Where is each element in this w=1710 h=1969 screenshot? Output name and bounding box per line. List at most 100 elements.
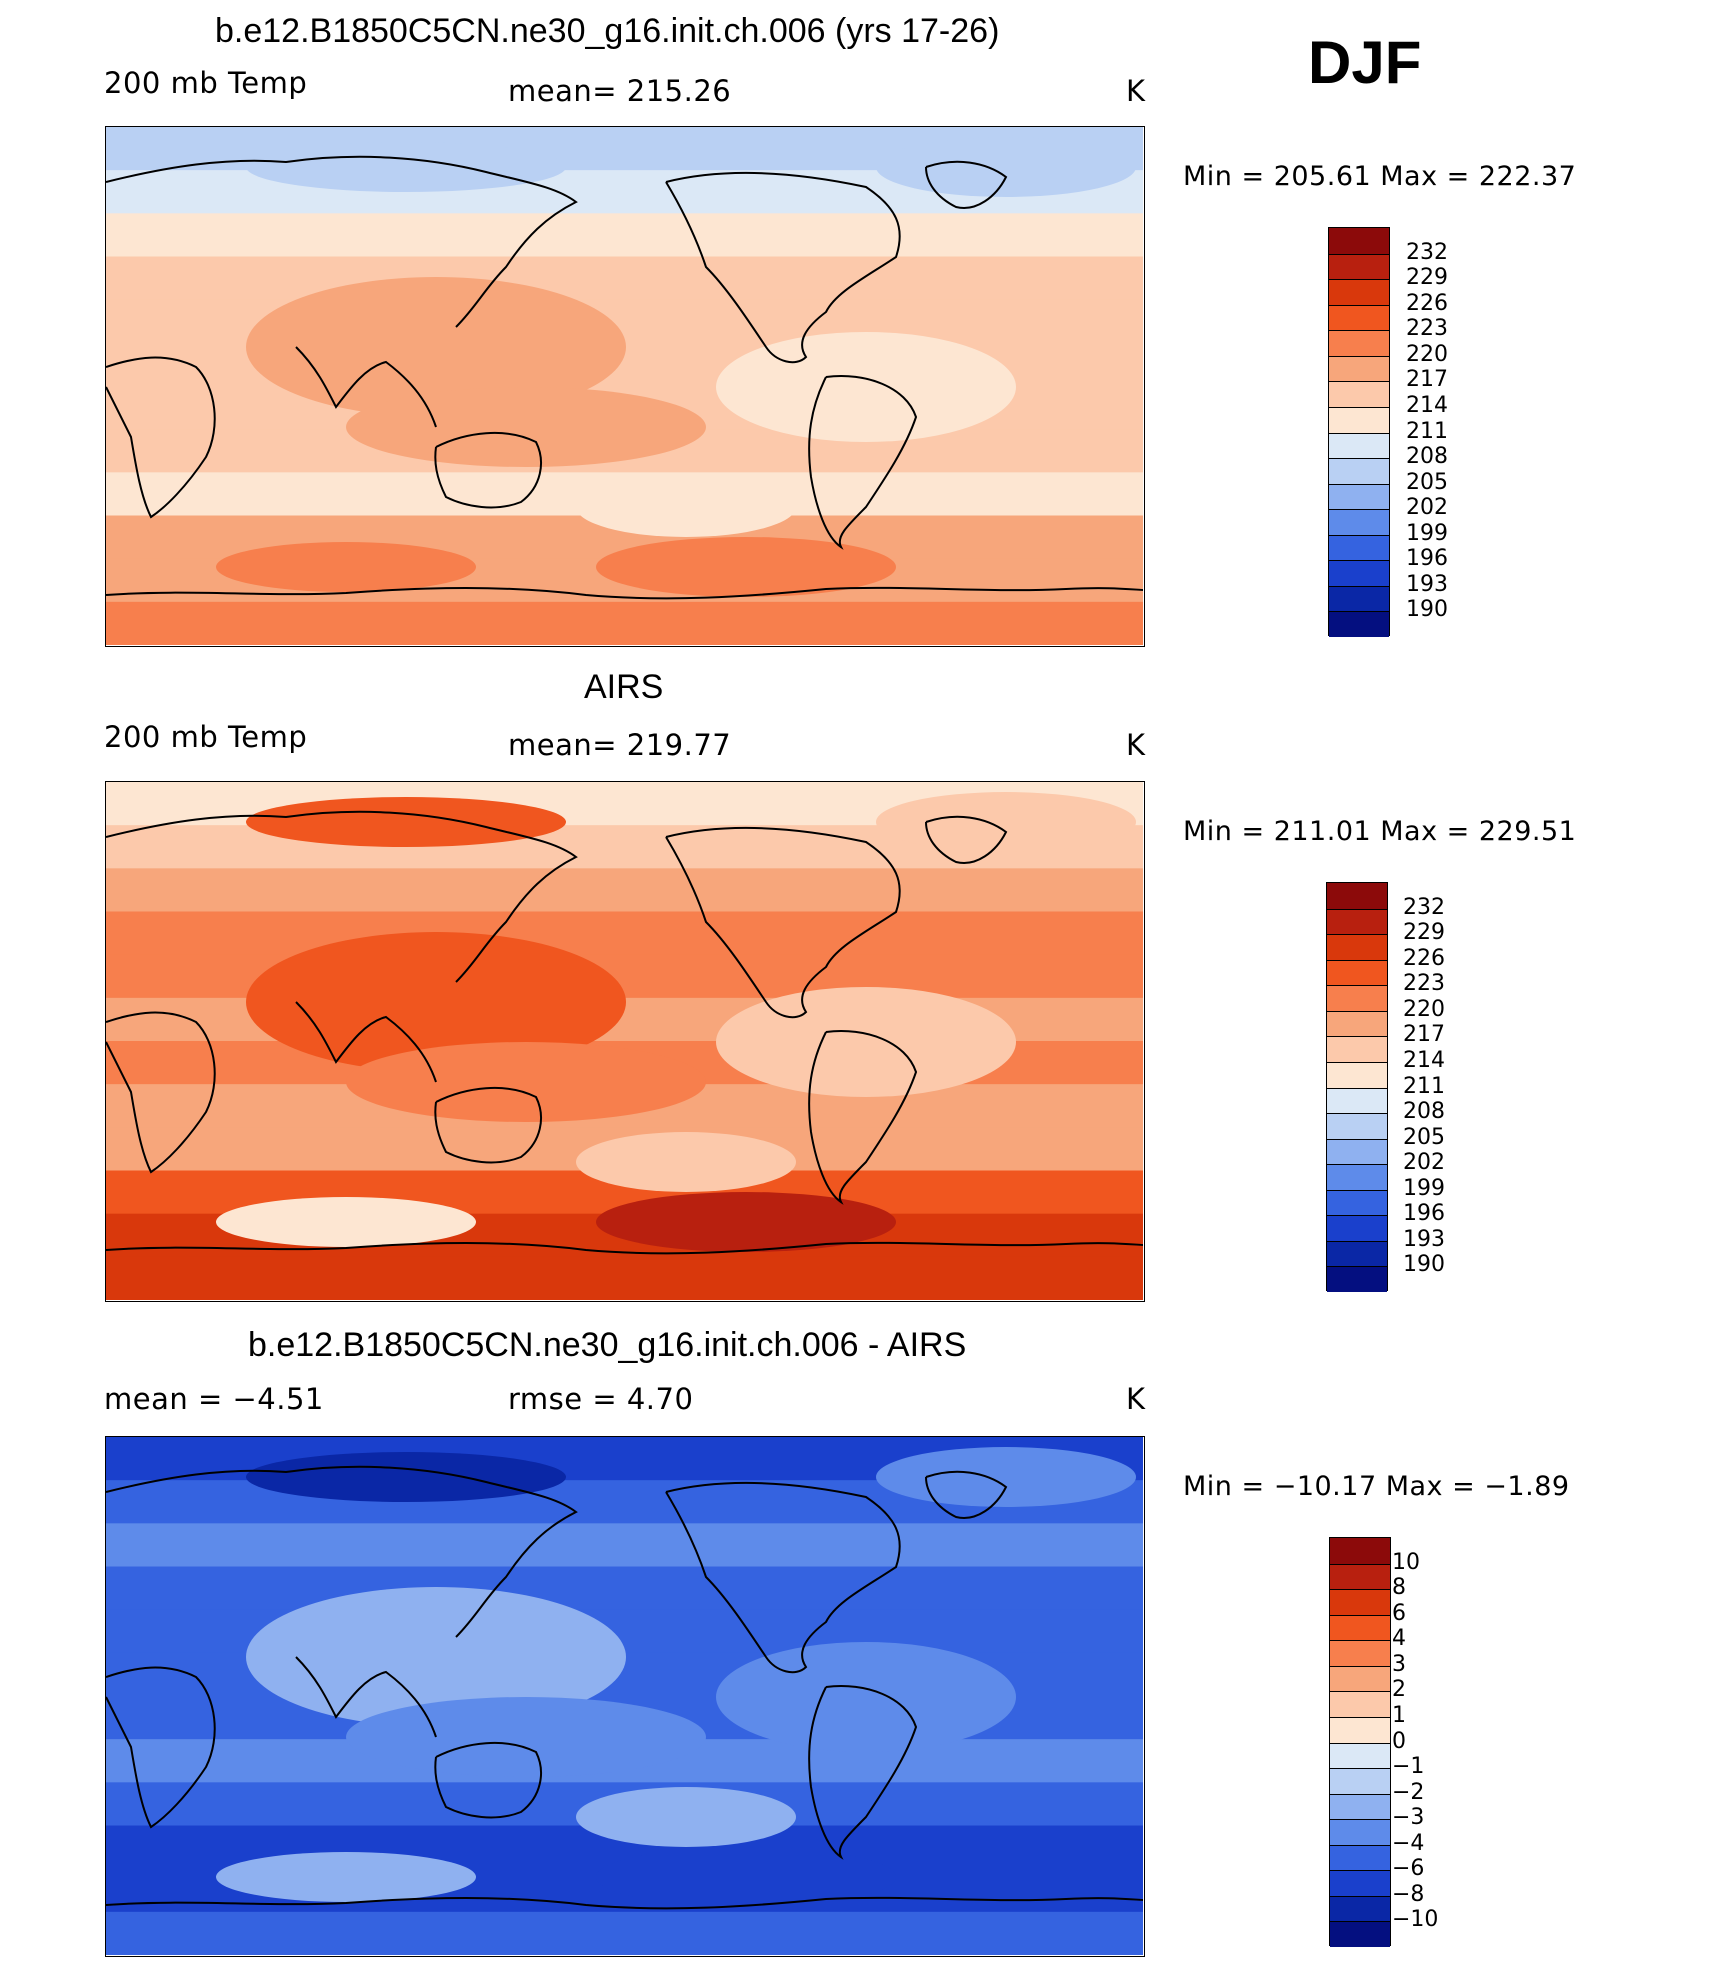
map-field-feature	[876, 1447, 1136, 1507]
colorbar-swatch	[1330, 1563, 1390, 1590]
colorbar-swatch	[1330, 1691, 1390, 1717]
colorbar-swatch	[1327, 1266, 1387, 1292]
colorbar-swatch	[1329, 228, 1389, 254]
colorbar	[1328, 227, 1390, 637]
map-field-feature	[346, 387, 706, 467]
colorbar-labels: 232 229 226 223 220 217 214 211 208 205 202 199 196 1…	[1406, 227, 1486, 636]
coastline	[295, 1001, 437, 1083]
colorbar-tick-label: 8	[1392, 1575, 1406, 1601]
colorbar-tick-label: 232	[1403, 894, 1445, 920]
colorbar-swatch	[1329, 381, 1389, 407]
colorbar-tick-label: 2	[1392, 1677, 1406, 1703]
min-max-label: Min = 205.61 Max = 222.37	[1183, 161, 1577, 192]
colorbar-swatch	[1329, 304, 1389, 331]
coastline	[925, 1470, 1008, 1519]
colorbar-swatch	[1327, 985, 1387, 1011]
min-max-label: Min = −10.17 Max = −1.89	[1183, 1471, 1570, 1502]
min-max-label: Min = 211.01 Max = 229.51	[1183, 816, 1577, 847]
colorbar-swatch	[1327, 1087, 1387, 1114]
colorbar-tick-label: 199	[1403, 1175, 1445, 1201]
colorbar-tick-label: 4	[1392, 1626, 1406, 1652]
colorbar-tick-label: 202	[1403, 1150, 1445, 1176]
coastline	[434, 432, 542, 509]
colorbar-swatch	[1327, 1164, 1387, 1190]
mean-label: mean = −4.51	[104, 1382, 324, 1416]
coastline	[665, 1481, 901, 1674]
colorbar-swatch	[1329, 611, 1389, 637]
map-field-feature	[246, 277, 626, 417]
season-label: DJF	[1308, 29, 1422, 96]
colorbar-swatch	[1330, 1614, 1390, 1641]
panel-title: b.e12.B1850C5CN.ne30_g16.init.ch.006 (yr…	[215, 12, 1000, 50]
colorbar-swatch	[1330, 1640, 1390, 1666]
coastline	[295, 346, 437, 428]
variable-label: 200 mb Temp	[104, 720, 308, 754]
coastline	[106, 586, 1143, 600]
coastline	[665, 171, 901, 364]
colorbar-swatch	[1327, 1215, 1387, 1241]
colorbar-swatch	[1330, 1921, 1390, 1947]
mean-label: mean= 215.26	[508, 74, 732, 108]
colorbar-labels: 10 8 6 4 3 2 1 0 −1 −2 −3 −4 −6 −8 −10	[1392, 1537, 1472, 1946]
colorbar-swatch	[1329, 406, 1389, 433]
colorbar-tick-label: 199	[1406, 520, 1448, 546]
units-label: K	[1126, 1382, 1146, 1416]
colorbar-swatch	[1329, 279, 1389, 305]
map-latitude-band	[106, 1566, 1143, 1611]
colorbar-swatch	[1327, 908, 1387, 935]
colorbar-swatch	[1327, 1010, 1387, 1037]
colorbar-swatch	[1327, 1138, 1387, 1165]
coastline	[925, 815, 1008, 864]
map-latitude-band	[106, 256, 1143, 301]
map-field-feature	[596, 537, 896, 597]
colorbar-tick-label: 208	[1406, 444, 1448, 470]
map-plot	[105, 1436, 1145, 1957]
colorbar-tick-label: 0	[1392, 1728, 1406, 1754]
map-latitude-band	[106, 911, 1143, 956]
coastline	[434, 1742, 542, 1819]
colorbar-tick-label: −3	[1392, 1805, 1425, 1831]
colorbar-tick-label: −8	[1392, 1881, 1425, 1907]
colorbar-tick-label: 211	[1403, 1073, 1445, 1099]
colorbar-swatch	[1329, 534, 1389, 561]
colorbar-tick-label: 217	[1406, 367, 1448, 393]
map-latitude-band	[106, 1256, 1143, 1300]
colorbar-swatch	[1329, 432, 1389, 459]
map-plot	[105, 126, 1145, 647]
colorbar-tick-label: 190	[1403, 1252, 1445, 1278]
colorbar-tick-label: 202	[1406, 495, 1448, 521]
colorbar-tick-label: 205	[1406, 469, 1448, 495]
map-field-feature	[216, 542, 476, 592]
colorbar-tick-label: −2	[1392, 1779, 1425, 1805]
coastline	[106, 1465, 578, 1638]
colorbar-tick-label: 193	[1403, 1226, 1445, 1252]
coastline	[106, 810, 578, 983]
colorbar-swatch	[1329, 509, 1389, 535]
coastline	[106, 1241, 1143, 1255]
map-field-feature	[346, 1042, 706, 1122]
map-field-feature	[246, 797, 566, 847]
map-plot	[105, 781, 1145, 1302]
colorbar-tick-label: −6	[1392, 1856, 1425, 1882]
colorbar-tick-label: 190	[1406, 597, 1448, 623]
colorbar-swatch	[1330, 1844, 1390, 1871]
coastline	[106, 1666, 216, 1829]
colorbar-swatch	[1329, 585, 1389, 612]
map-field-feature	[876, 137, 1136, 197]
mean-label: mean= 219.77	[508, 728, 732, 762]
map-field-feature	[716, 1642, 1016, 1752]
colorbar-tick-label: 229	[1406, 265, 1448, 291]
colorbar-tick-label: 229	[1403, 920, 1445, 946]
map-field-feature	[216, 1197, 476, 1247]
coastline	[808, 1030, 918, 1205]
map-latitude-band	[106, 601, 1143, 645]
colorbar-swatch	[1327, 1240, 1387, 1267]
coastline	[295, 1656, 437, 1738]
colorbar-tick-label: 220	[1403, 996, 1445, 1022]
map-field-feature	[346, 1697, 706, 1777]
map-field-feature	[216, 1852, 476, 1902]
map-latitude-band	[106, 868, 1143, 913]
colorbar-labels: 232 229 226 223 220 217 214 211 208 205 202 199 196 1…	[1403, 882, 1483, 1291]
colorbar-swatch	[1330, 1716, 1390, 1743]
colorbar-tick-label: 1	[1392, 1702, 1406, 1728]
